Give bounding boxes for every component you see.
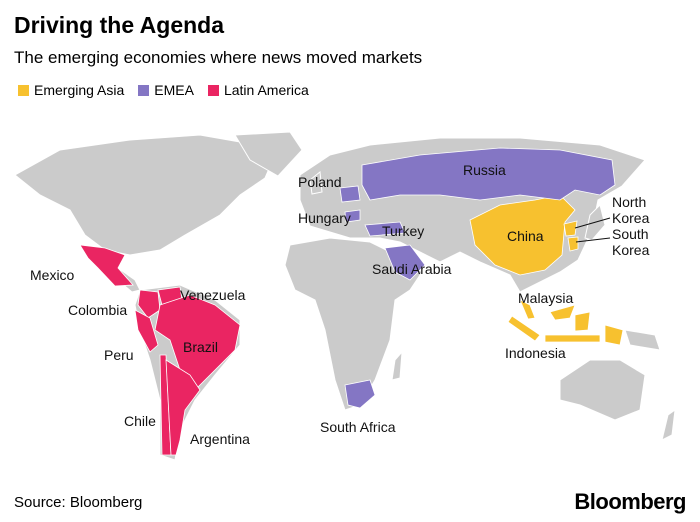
country	[519, 299, 536, 320]
north-america	[14, 134, 276, 256]
country	[563, 220, 578, 237]
country	[165, 359, 201, 456]
country	[384, 244, 426, 281]
title: Driving the Agenda	[14, 12, 224, 38]
country-label: Turkey	[382, 223, 425, 239]
legend-label: Latin America	[223, 82, 309, 98]
country-label: Colombia	[68, 302, 128, 318]
country-label: Brazil	[183, 339, 219, 355]
source: Source: Bloomberg	[14, 494, 143, 511]
legend-item: Emerging Asia	[18, 82, 124, 98]
country	[567, 236, 579, 252]
logo: Bloomberg	[574, 489, 686, 514]
country-label: Poland	[298, 174, 342, 190]
leader-line	[574, 217, 611, 229]
leader-line	[575, 237, 611, 243]
subtitle: The emerging economies where news moved …	[14, 48, 423, 67]
legend-swatch	[138, 84, 150, 96]
legend-item: EMEA	[138, 82, 194, 98]
legend-swatch	[207, 84, 219, 96]
country	[574, 311, 591, 332]
legend-swatch	[18, 84, 29, 96]
country	[361, 147, 616, 201]
legend-label: EMEA	[154, 82, 194, 98]
country-label: China	[507, 228, 544, 244]
country-label: Indonesia	[505, 345, 566, 361]
country	[469, 194, 576, 276]
legend-label: Emerging Asia	[34, 82, 125, 98]
country	[604, 324, 624, 346]
country-label: Argentina	[190, 431, 250, 447]
country-label: South Korea	[612, 226, 650, 258]
uk	[309, 171, 323, 195]
country-label: Peru	[104, 347, 134, 363]
country	[137, 289, 161, 319]
country	[364, 221, 406, 237]
country-label: Chile	[124, 413, 156, 429]
country-label: Mexico	[30, 267, 75, 283]
country-label: North Korea	[612, 194, 650, 226]
australia	[559, 359, 646, 421]
country-label: Hungary	[298, 210, 351, 226]
madagascar	[391, 350, 403, 381]
country	[549, 304, 576, 321]
country	[134, 309, 159, 353]
country-label: South Africa	[320, 419, 396, 435]
new-guinea	[624, 329, 661, 351]
country-label: Russia	[463, 162, 506, 178]
country	[79, 244, 134, 287]
greenland	[234, 131, 303, 177]
country	[339, 185, 361, 203]
country	[344, 209, 361, 223]
legend-item: Latin America	[207, 82, 309, 98]
country-label: Venezuela	[180, 287, 246, 303]
country-label: Saudi Arabia	[372, 261, 452, 277]
new-zealand	[661, 408, 676, 441]
country	[507, 315, 541, 342]
country	[544, 334, 601, 343]
country	[154, 294, 241, 391]
country	[344, 379, 376, 409]
country-label: Malaysia	[518, 290, 574, 306]
legend: Emerging Asia EMEA Latin America	[18, 82, 309, 98]
